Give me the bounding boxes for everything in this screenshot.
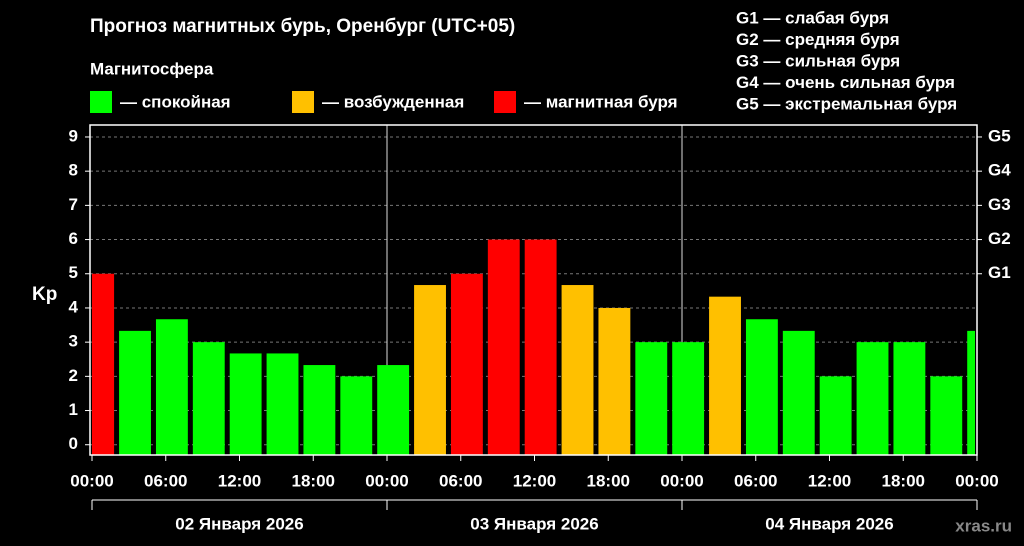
y2-tick-label: G3 [988,195,1011,214]
day-label: 02 Января 2026 [175,514,303,533]
x-tick-label: 18:00 [882,471,925,490]
x-tick-label: 00:00 [955,471,998,490]
bar [450,273,483,455]
bar [266,353,299,455]
plot-frame [89,124,978,456]
bar [819,376,852,455]
bar [303,365,336,455]
y-tick-label: 7 [69,195,78,214]
day-label: 04 Января 2026 [765,514,893,533]
bar [782,330,815,455]
x-tick-label: 18:00 [587,471,630,490]
y2-tick-label: G2 [988,229,1011,248]
bar [524,239,557,455]
chart-title: Прогноз магнитных бурь, Оренбург (UTC+05… [90,16,515,37]
bar [672,342,705,455]
storm-level: G3 — сильная буря [736,51,900,70]
bar [487,239,520,455]
y-tick-label: 4 [69,297,79,316]
bar [119,330,151,455]
y-tick-label: 9 [69,126,78,145]
bar [930,376,963,455]
x-tick-label: 00:00 [660,471,703,490]
bar [561,285,594,455]
legend-label: — спокойная [120,92,231,111]
legend-label: — возбужденная [322,92,464,111]
bar [598,307,631,455]
y2-tick-label: G4 [988,161,1011,180]
y-tick-label: 8 [69,161,78,180]
watermark: xras.ru [955,516,1012,535]
bar [967,330,975,455]
y-tick-label: 3 [69,332,78,351]
x-tick-label: 00:00 [365,471,408,490]
y-tick-label: 0 [69,434,78,453]
legend-swatch [292,91,314,113]
y-axis-label: Kp [32,284,57,305]
legend-label: — магнитная буря [524,92,678,111]
x-tick-label: 18:00 [292,471,335,490]
y2-tick-label: G5 [988,126,1011,145]
storm-level: G1 — слабая буря [736,8,889,27]
bar [635,342,668,455]
bar [745,319,778,455]
bar [229,353,262,455]
bar [377,365,410,455]
x-tick-label: 06:00 [439,471,482,490]
x-tick-label: 06:00 [144,471,187,490]
storm-level: G2 — средняя буря [736,30,900,49]
bar [414,285,446,455]
legend-title: Магнитосфера [90,59,214,78]
x-tick-label: 12:00 [218,471,261,490]
bar [192,342,225,455]
storm-level: G5 — экстремальная буря [736,94,957,113]
legend-swatch [494,91,516,113]
x-tick-label: 12:00 [808,471,851,490]
bar [340,376,373,455]
x-tick-label: 06:00 [734,471,777,490]
storm-level: G4 — очень сильная буря [736,73,955,92]
y-tick-label: 5 [69,263,78,282]
legend-swatch [90,91,112,113]
bar [92,273,115,455]
y-tick-label: 2 [69,366,78,385]
x-tick-label: 00:00 [70,471,113,490]
bar [856,342,889,455]
x-tick-label: 12:00 [513,471,556,490]
y-tick-label: 6 [69,229,78,248]
bar [893,342,926,455]
day-label: 03 Января 2026 [470,514,598,533]
bar [155,319,188,455]
y-tick-label: 1 [69,400,78,419]
y2-tick-label: G1 [988,263,1011,282]
bar [709,296,741,455]
